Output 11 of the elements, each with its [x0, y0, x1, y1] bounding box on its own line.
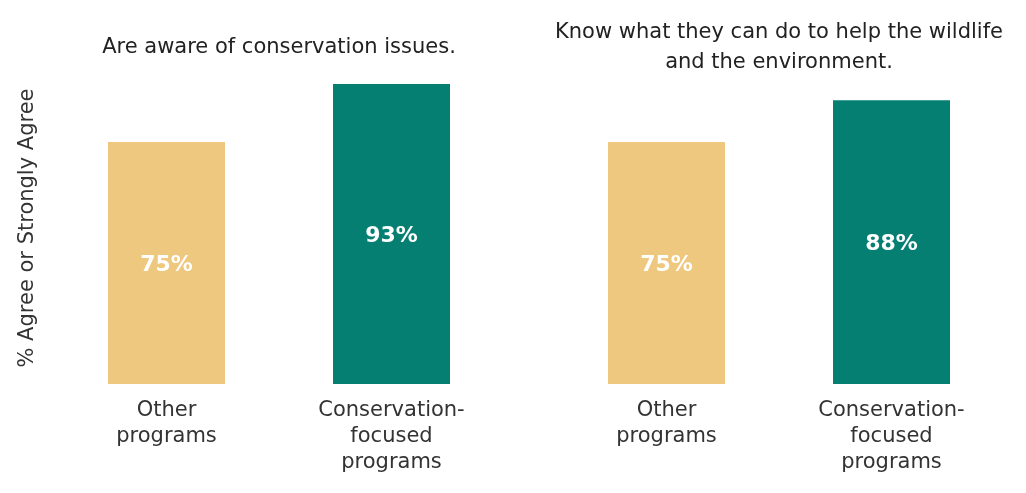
data-label: 75%	[140, 250, 193, 276]
data-label: 93%	[365, 221, 418, 247]
data-label: 88%	[865, 229, 918, 255]
x-tick-label: Other programs	[116, 397, 217, 447]
chart-title: Know what they can do to help the wildlife and the environment.	[554, 18, 1004, 75]
data-label: 75%	[640, 250, 693, 276]
x-tick-label: Conservation-focused programs	[818, 397, 965, 473]
x-tick-label: Conservation-focused programs	[318, 397, 465, 473]
y-axis-title: % Agree or Strongly Agree	[14, 88, 38, 368]
chart-title: Are aware of conservation issues.	[101, 33, 457, 60]
x-tick-label: Other programs	[616, 397, 717, 447]
